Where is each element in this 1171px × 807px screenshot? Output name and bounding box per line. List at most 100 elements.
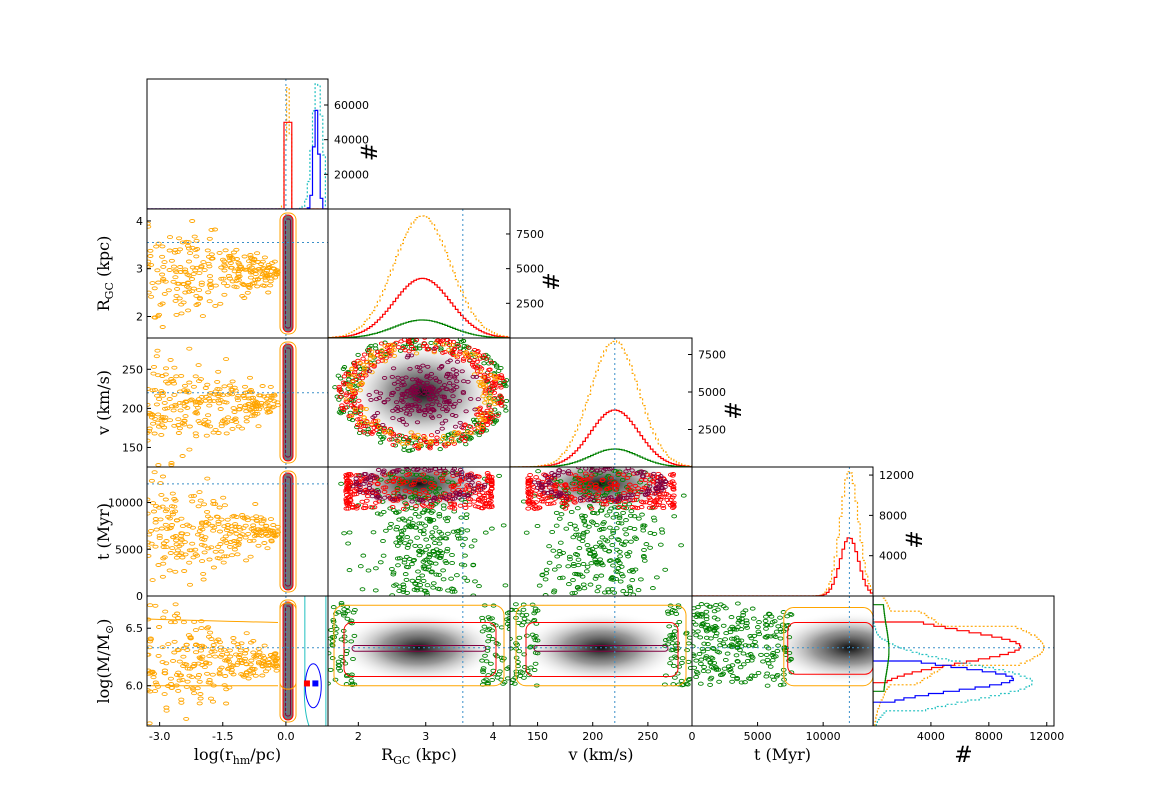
contour-maroon [446, 381, 453, 386]
contour-orange [379, 348, 385, 353]
contour-green [592, 544, 599, 549]
hist-red-rgc [328, 277, 510, 338]
hist-tick-label: 4000 [917, 730, 945, 743]
contour-green [613, 469, 619, 474]
contour-red [477, 356, 484, 361]
contour-orange [215, 522, 222, 526]
contour-orange [165, 642, 172, 647]
contour-green [678, 543, 684, 548]
contour-green [343, 682, 350, 687]
contour-maroon [416, 409, 422, 414]
contour-orange [182, 267, 189, 272]
contour-green [744, 621, 750, 626]
contour-green [667, 633, 674, 638]
contour-orange [515, 604, 687, 687]
contour-green [621, 543, 627, 548]
contour-maroon [481, 484, 488, 489]
contour-green [592, 557, 599, 562]
contour-orange [192, 431, 199, 436]
y-tick-label: 10000 [108, 497, 143, 510]
contour-red [467, 497, 474, 502]
contour-red [581, 488, 587, 493]
contour-red [571, 481, 578, 486]
contour-red [669, 495, 676, 500]
hist-orange-t [692, 471, 873, 596]
contour-maroon [394, 405, 401, 409]
contour-green [403, 577, 410, 582]
contour-maroon [639, 490, 645, 495]
contour-red [406, 349, 412, 354]
contour-green [553, 510, 560, 515]
contour-maroon [441, 383, 448, 388]
contour-orange [213, 514, 220, 519]
contour-orange [169, 510, 176, 515]
contour-green [513, 655, 520, 660]
contour-orange [184, 648, 191, 652]
contour-green [470, 562, 477, 567]
contour-red [349, 505, 356, 510]
contour-orange [261, 255, 268, 260]
contour-red [533, 500, 539, 505]
contour-green [551, 590, 557, 595]
contour-orange [218, 421, 225, 426]
contour-red [481, 495, 488, 501]
contour-orange [160, 277, 167, 281]
contour-green [489, 677, 495, 683]
contour-orange [206, 274, 214, 279]
contour-red [433, 441, 440, 446]
contour-orange [464, 430, 471, 435]
contour-orange [174, 286, 181, 291]
contour-green [723, 606, 729, 611]
contour-orange [235, 393, 242, 398]
contour-orange [147, 248, 154, 253]
contour-green [532, 661, 539, 666]
contour-green [377, 477, 384, 482]
contour-green [412, 581, 419, 587]
contour-orange [242, 523, 249, 528]
hist-tick-label: 2500 [698, 424, 726, 437]
contour-red [416, 492, 423, 497]
contour-orange [147, 259, 152, 264]
contour-green [551, 567, 558, 572]
contour-green [705, 642, 711, 647]
contour-orange [196, 701, 203, 706]
contour-green [729, 624, 736, 629]
contour-orange [220, 560, 227, 565]
contour-green [480, 666, 487, 671]
contour-maroon [458, 474, 465, 479]
contour-maroon [366, 393, 372, 397]
contour-maroon [425, 403, 431, 408]
contour-green [445, 479, 451, 484]
contour-orange [173, 374, 180, 379]
y-tick-label: 4 [136, 215, 143, 228]
contour-green [430, 585, 436, 590]
contour-green [455, 536, 462, 541]
contour-green [400, 584, 407, 589]
contour-orange [170, 658, 177, 663]
contour-red [428, 433, 435, 438]
contour-green [414, 588, 421, 593]
contour-green [605, 590, 612, 595]
contour-green [563, 526, 570, 531]
contour-red [340, 380, 347, 385]
contour-green [432, 561, 439, 566]
contour-green [415, 569, 421, 574]
contour-green [680, 493, 687, 498]
contour-orange [149, 578, 156, 583]
contour-orange [223, 431, 230, 436]
contour-orange [234, 552, 241, 557]
contour-green [423, 537, 430, 542]
contour-red [485, 473, 492, 478]
contour-orange [232, 388, 239, 393]
contour-red [395, 476, 402, 481]
contour-orange [357, 360, 363, 365]
contour-orange [361, 415, 367, 420]
contour-orange [449, 342, 455, 348]
contour-red [491, 383, 498, 388]
contour-orange [201, 537, 208, 542]
contour-orange [147, 511, 151, 516]
contour-orange [382, 359, 388, 364]
contour-maroon [457, 420, 463, 425]
contour-orange [173, 270, 180, 275]
